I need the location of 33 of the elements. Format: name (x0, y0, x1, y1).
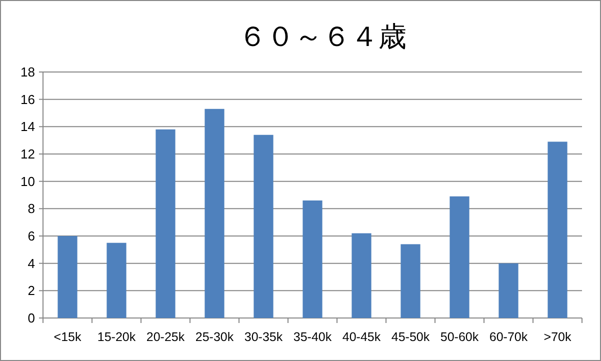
bar (204, 108, 224, 318)
x-tick-label: 50-60k (440, 330, 480, 344)
x-tick-label: 20-25k (146, 330, 186, 344)
bar (254, 134, 274, 318)
bar (548, 142, 568, 318)
y-tick-label: 10 (20, 174, 35, 189)
x-tick-label: <15k (54, 330, 82, 344)
bar (156, 129, 176, 318)
bar (352, 233, 372, 318)
x-tick-label: 45-50k (391, 330, 430, 344)
y-tick-label: 14 (20, 119, 35, 134)
x-tick-label: >70k (544, 330, 572, 344)
bar (58, 236, 78, 318)
y-tick-label: 12 (20, 146, 35, 162)
y-tick-label: 0 (28, 310, 35, 326)
y-tick-label: 6 (28, 228, 35, 244)
y-tick-label: 18 (20, 64, 35, 80)
bar (498, 263, 518, 318)
bar (450, 196, 470, 318)
x-tick-label: 35-40k (293, 330, 332, 344)
bar (302, 200, 322, 318)
y-tick-label: 16 (20, 92, 35, 107)
x-tick-label: 40-45k (342, 330, 382, 344)
x-tick-label: 60-70k (489, 330, 528, 344)
y-tick-label: 8 (28, 201, 35, 216)
chart-title: ６０～６４歳 (238, 22, 406, 53)
x-tick-label: 15-20k (97, 330, 136, 344)
y-tick-label: 4 (28, 256, 35, 271)
bar (400, 244, 420, 318)
x-tick-label: 25-30k (195, 330, 234, 344)
y-tick-label: 2 (28, 283, 35, 298)
x-tick-label: 30-35k (244, 330, 284, 344)
bar (106, 242, 126, 318)
